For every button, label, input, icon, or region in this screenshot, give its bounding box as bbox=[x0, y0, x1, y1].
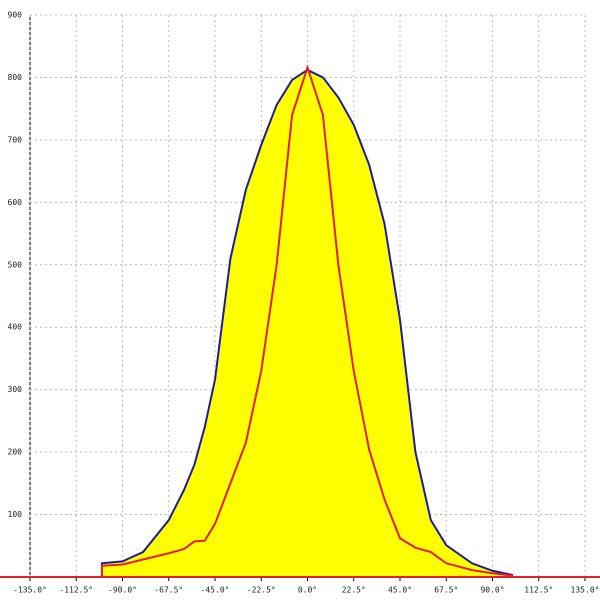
y-tick-label: 500 bbox=[8, 260, 23, 269]
y-tick-label: 600 bbox=[8, 198, 23, 207]
x-tick-label: -90.0° bbox=[108, 586, 137, 595]
y-tick-label: 100 bbox=[8, 510, 23, 519]
y-tick-label: 900 bbox=[8, 11, 23, 20]
x-tick-label: -135.0° bbox=[13, 586, 47, 595]
x-tick-label: 90.0° bbox=[480, 586, 504, 595]
x-tick-label: -45.0° bbox=[201, 586, 230, 595]
y-tick-label: 700 bbox=[8, 135, 23, 144]
y-tick-label: 800 bbox=[8, 73, 23, 82]
x-tick-label: 112.5° bbox=[524, 586, 553, 595]
area bbox=[101, 69, 514, 577]
line bbox=[100, 64, 514, 577]
x-tick-label: -22.5° bbox=[247, 586, 276, 595]
x-tick-label: 135.0° bbox=[571, 586, 600, 595]
x-tick-label: 45.0° bbox=[388, 586, 412, 595]
y-tick-label: 300 bbox=[8, 385, 23, 394]
x-tick-label: 67.5° bbox=[434, 586, 458, 595]
x-tick-label: 0.0° bbox=[298, 586, 317, 595]
y-tick-label: 200 bbox=[8, 448, 23, 457]
x-tick-label: -67.5° bbox=[154, 586, 183, 595]
x-tick-label: -112.5° bbox=[59, 586, 93, 595]
y-tick-label: 400 bbox=[8, 323, 23, 332]
x-tick-label: 22.5° bbox=[342, 586, 366, 595]
line bbox=[100, 68, 514, 577]
